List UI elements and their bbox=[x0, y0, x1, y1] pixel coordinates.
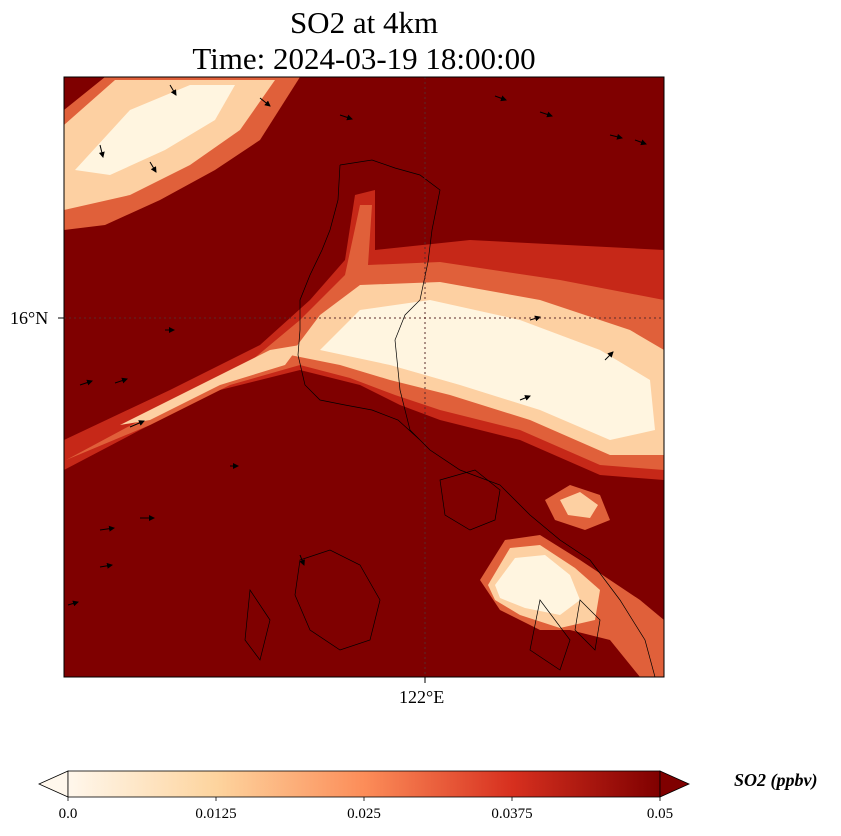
cbar-tick-label: 0.0125 bbox=[195, 806, 237, 822]
southern-islands-coastline bbox=[244, 549, 601, 671]
coastlines bbox=[244, 159, 656, 677]
wind-vectors bbox=[67, 84, 647, 607]
wind-vector bbox=[149, 161, 157, 173]
cbar-tick-label: 0.05 bbox=[646, 806, 674, 822]
colorbar-extend-low bbox=[38, 770, 69, 798]
mindoro-coastline bbox=[439, 469, 501, 531]
nw-plume-core bbox=[75, 85, 235, 175]
wind-vector bbox=[99, 525, 115, 532]
map-title-line-2: Time: 2024-03-19 18:00:00 bbox=[192, 41, 536, 76]
map-title-line-1: SO2 at 4km bbox=[289, 5, 439, 40]
wind-vector bbox=[98, 144, 105, 158]
wind-vector bbox=[114, 377, 128, 384]
map-frame bbox=[63, 76, 665, 678]
wind-vector bbox=[519, 395, 531, 401]
central-plume-core bbox=[320, 300, 655, 440]
colorbar-extend-high bbox=[659, 770, 690, 798]
wind-vector bbox=[609, 133, 623, 140]
wind-vector bbox=[67, 600, 79, 607]
luzon-coastline bbox=[297, 159, 656, 677]
map-figure bbox=[58, 76, 665, 683]
cbar-tick-label: 0.025 bbox=[347, 806, 381, 822]
wind-vector bbox=[539, 111, 553, 118]
wind-vector bbox=[129, 420, 145, 428]
wind-vector bbox=[79, 379, 93, 386]
wind-vector bbox=[339, 114, 353, 121]
wind-vector bbox=[169, 84, 177, 96]
wind-vector bbox=[634, 139, 647, 146]
wind-vector bbox=[494, 95, 507, 102]
wind-vector bbox=[259, 97, 271, 107]
colorbar-gradient bbox=[67, 770, 661, 798]
se-plume-core bbox=[495, 555, 580, 615]
gridlines bbox=[64, 77, 664, 677]
colorbar-ticks bbox=[67, 797, 661, 801]
lon-tick-label: 122°E bbox=[399, 687, 445, 707]
east-small-plume-core bbox=[560, 492, 598, 518]
cbar-tick-label: 0.0375 bbox=[491, 806, 533, 822]
wind-vector bbox=[299, 554, 305, 566]
so2-plumes bbox=[64, 77, 664, 677]
colorbar bbox=[38, 770, 690, 801]
cbar-tick-label: 0.0 bbox=[58, 806, 78, 822]
wind-vector bbox=[604, 351, 614, 361]
colorbar-label: SO2 (ppbv) bbox=[734, 770, 818, 790]
lat-tick-label: 16°N bbox=[10, 308, 49, 328]
wind-vector bbox=[99, 562, 113, 569]
central-plume-left-pale bbox=[120, 345, 300, 425]
